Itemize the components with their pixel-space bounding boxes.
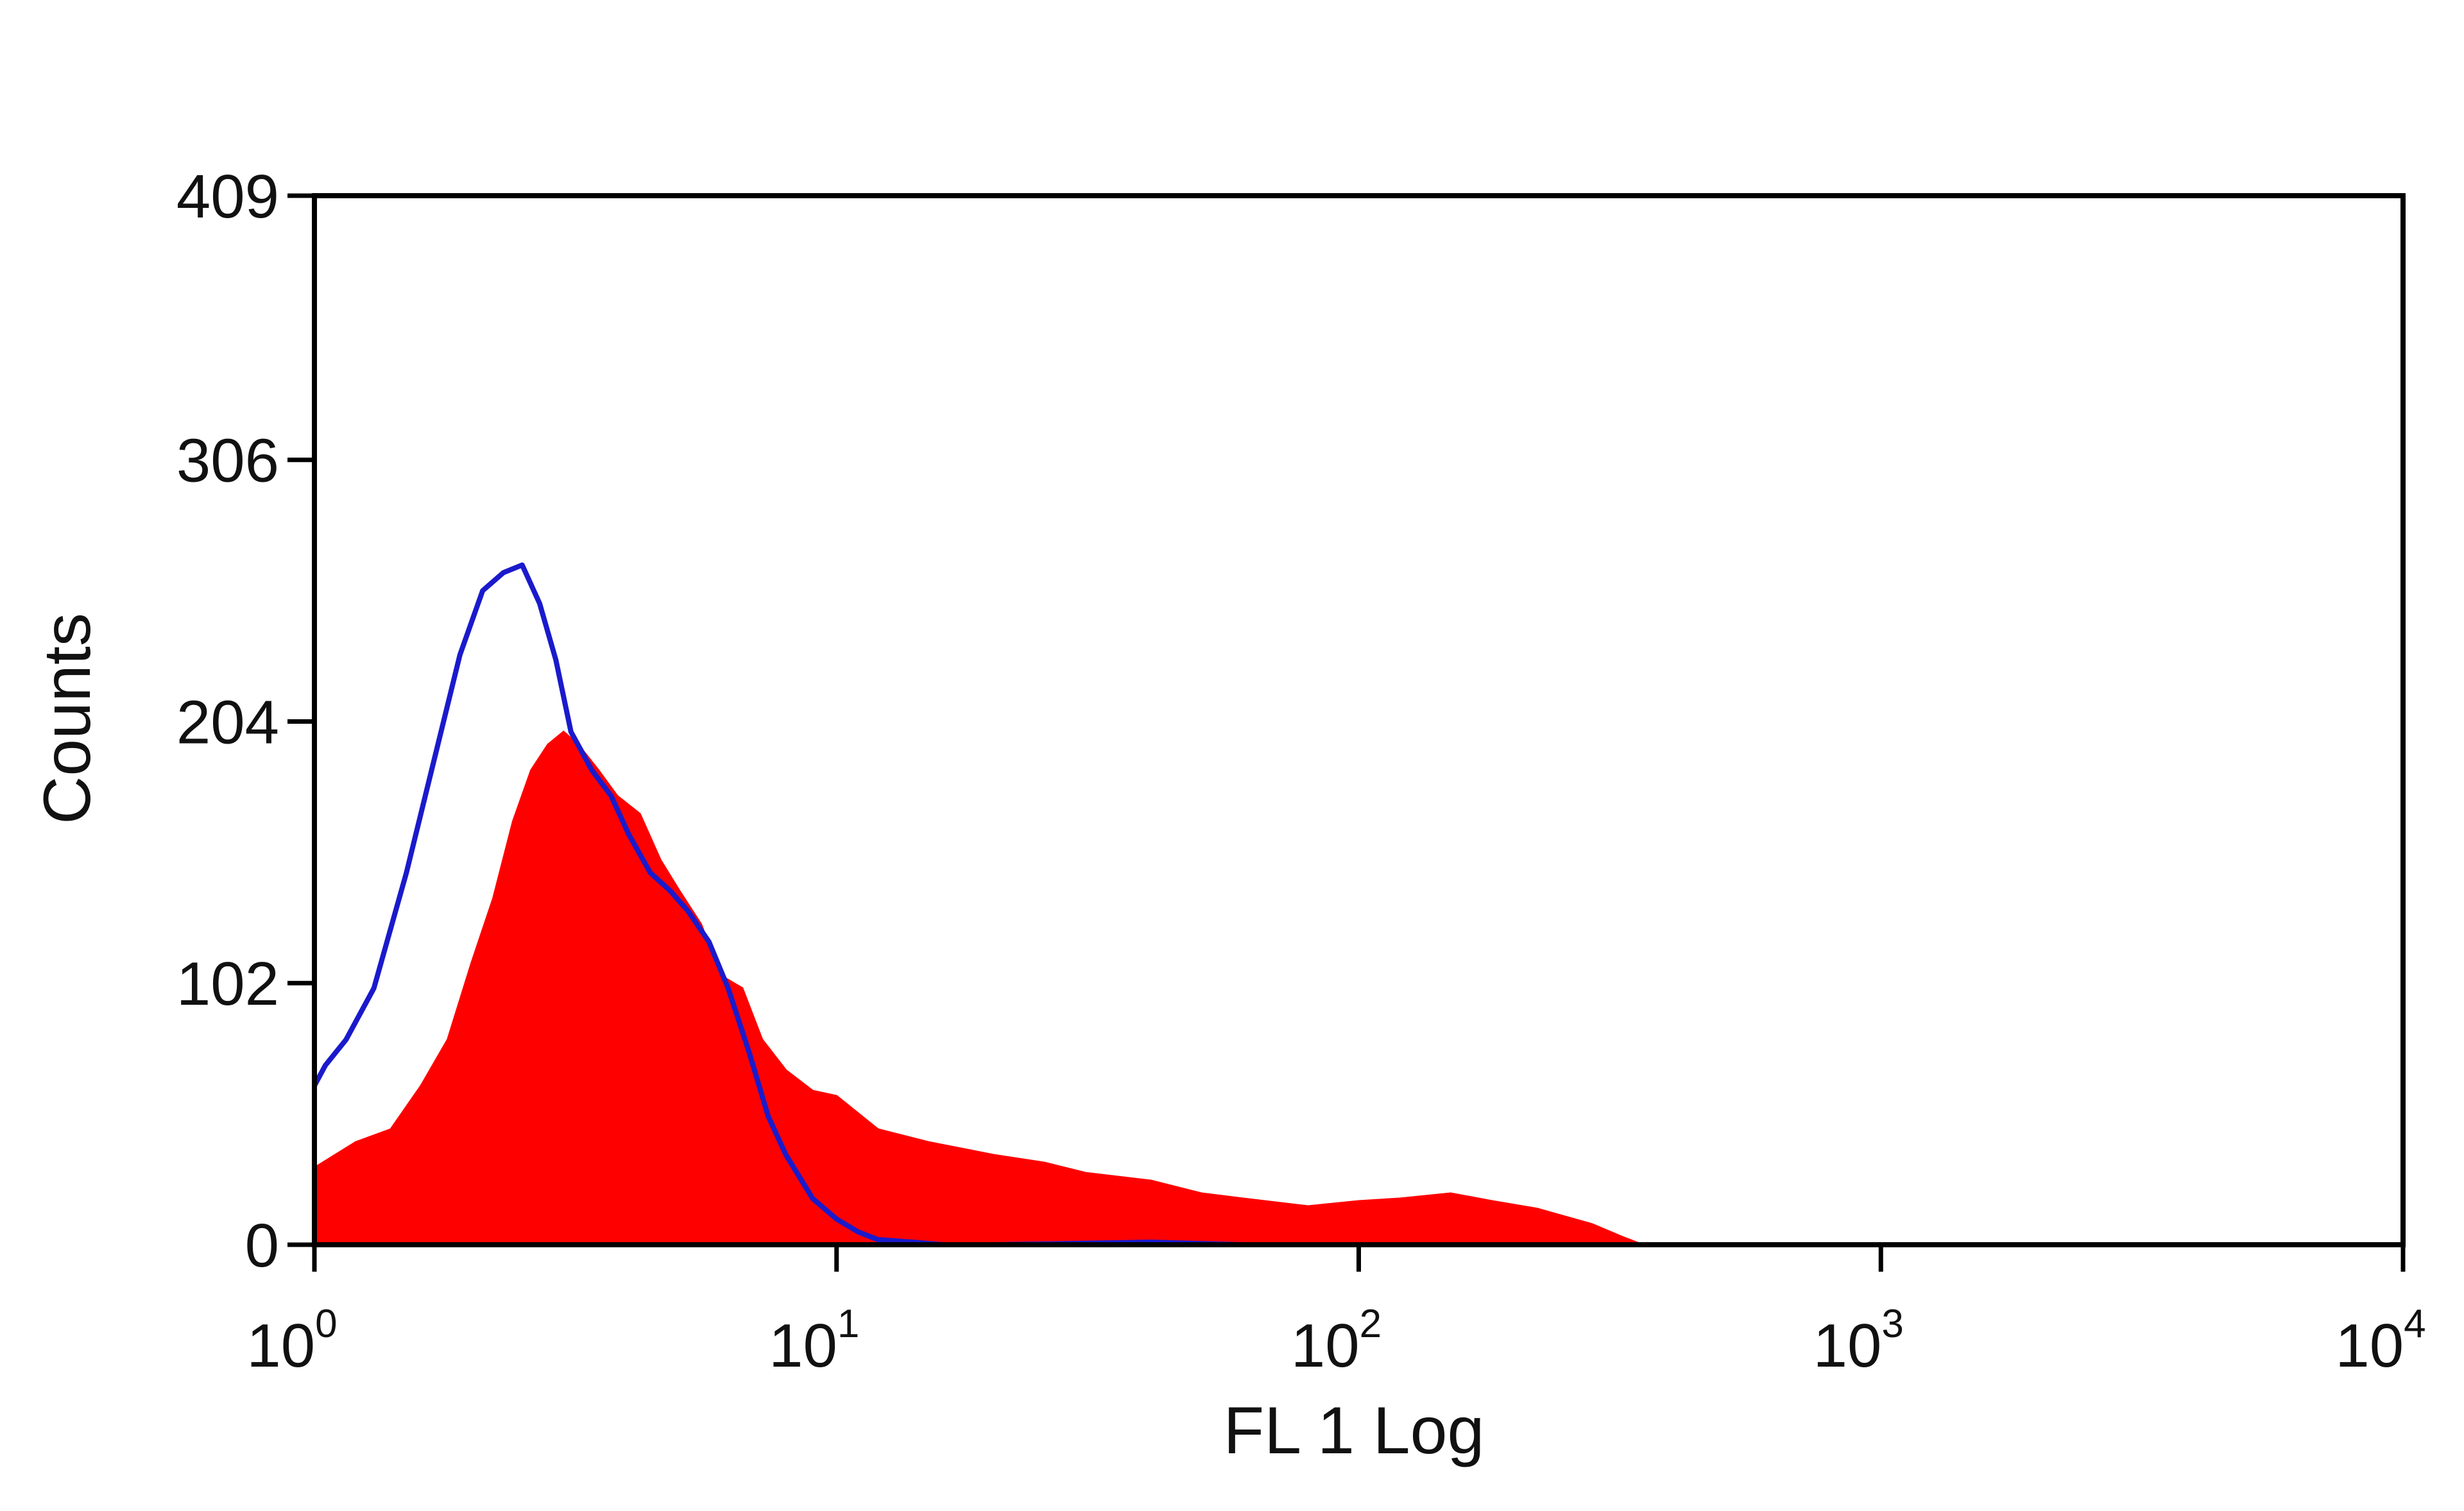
y-tick-label: 102 bbox=[176, 950, 279, 1018]
y-axis-title: Counts bbox=[30, 613, 105, 824]
y-tick-label: 306 bbox=[176, 427, 279, 495]
y-tick-label: 0 bbox=[245, 1211, 279, 1280]
series-layer bbox=[312, 562, 1643, 1247]
y-tick-label: 204 bbox=[176, 688, 279, 756]
x-axis-title: FL 1 Log bbox=[1224, 1394, 1485, 1468]
x-tick-label: 102 bbox=[1291, 1302, 1382, 1380]
y-axis-ticks: 0 102 204 306 409 bbox=[176, 162, 314, 1280]
x-tick-label: 101 bbox=[769, 1302, 859, 1380]
y-tick-label: 409 bbox=[176, 162, 279, 231]
x-tick-label: 104 bbox=[2335, 1302, 2426, 1380]
x-axis-ticks: 100 101 102 103 104 bbox=[246, 1245, 2426, 1380]
filled-histogram-series bbox=[313, 730, 1643, 1246]
outline-histogram-series bbox=[312, 562, 1244, 1247]
x-tick-label: 100 bbox=[246, 1302, 337, 1380]
x-tick-label: 103 bbox=[1813, 1302, 1904, 1380]
